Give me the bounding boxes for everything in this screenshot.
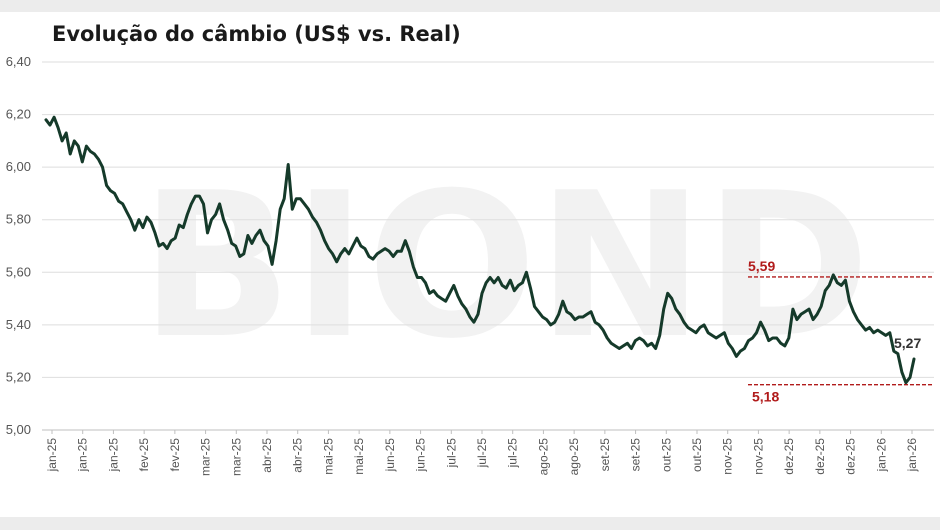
x-tick-label: dez-25	[844, 438, 858, 475]
x-tick-label: jan-25	[76, 438, 90, 473]
x-tick-label: out-25	[690, 438, 704, 472]
min-label: 5,18	[752, 389, 779, 405]
x-tick-label: dez-25	[813, 438, 827, 475]
x-tick-label: dez-25	[782, 438, 796, 475]
x-tick-label: jan-25	[106, 438, 120, 473]
watermark: BIOND	[140, 150, 870, 383]
x-tick-label: mar-25	[229, 438, 243, 476]
x-tick-label: mai-25	[352, 438, 366, 475]
x-tick-label: abr-25	[260, 438, 274, 473]
x-tick-label: mai-25	[321, 438, 335, 475]
y-tick-label: 5,20	[6, 369, 31, 384]
x-tick-label: ago-25	[536, 438, 550, 476]
x-tick-label: fev-25	[168, 438, 182, 472]
x-tick-label: jan-26	[905, 438, 919, 473]
x-tick-label: jun-25	[414, 438, 428, 473]
x-tick-label: jul-25	[506, 438, 520, 469]
y-tick-label: 6,00	[6, 159, 31, 174]
x-tick-label: jan-25	[45, 438, 59, 473]
x-tick-label: abr-25	[291, 438, 305, 473]
x-tick-label: mar-25	[199, 438, 213, 476]
x-tick-label: ago-25	[567, 438, 581, 476]
y-tick-label: 5,60	[6, 264, 31, 279]
x-tick-label: jul-25	[444, 438, 458, 469]
x-tick-label: fev-25	[137, 438, 151, 472]
last-value-label: 5,27	[894, 335, 921, 351]
y-tick-label: 5,80	[6, 212, 31, 227]
x-tick-label: jun-25	[383, 438, 397, 473]
series-line	[44, 115, 916, 385]
x-tick-label: nov-25	[751, 438, 765, 475]
x-tick-label: nov-25	[721, 438, 735, 475]
x-tick-label: jan-26	[874, 438, 888, 473]
y-tick-label: 5,00	[6, 422, 31, 437]
chart-title: Evolução do câmbio (US$ vs. Real)	[52, 22, 461, 46]
x-tick-label: jul-25	[475, 438, 489, 469]
y-tick-label: 5,40	[6, 317, 31, 332]
max-label: 5,59	[748, 258, 775, 274]
x-tick-label: out-25	[659, 438, 673, 472]
x-tick-label: set-25	[598, 438, 612, 472]
y-tick-label: 6,40	[6, 54, 31, 69]
chart-card	[0, 12, 940, 517]
y-tick-label: 6,20	[6, 107, 31, 122]
x-tick-label: set-25	[629, 438, 643, 472]
